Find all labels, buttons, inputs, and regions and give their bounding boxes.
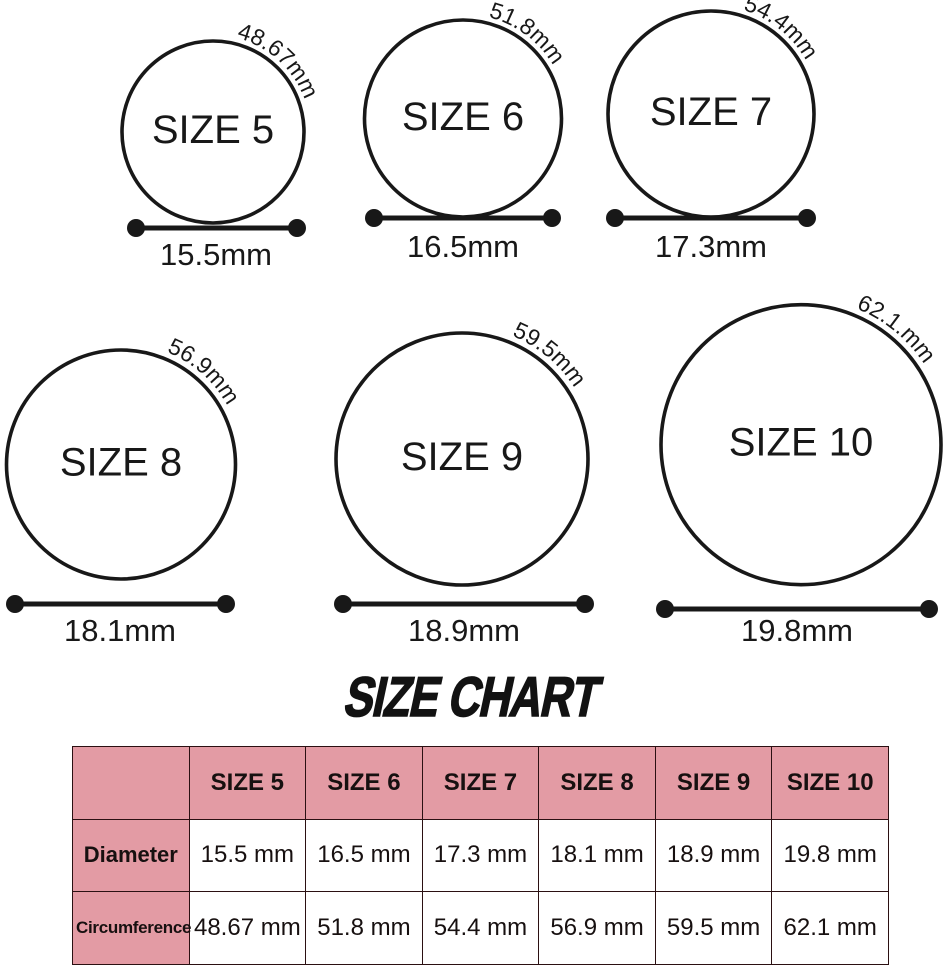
svg-text:18.9mm: 18.9mm bbox=[408, 613, 520, 648]
svg-text:SIZE 10: SIZE 10 bbox=[729, 421, 874, 465]
svg-text:SIZE 7: SIZE 7 bbox=[650, 90, 772, 134]
svg-text:17.3mm: 17.3mm bbox=[655, 229, 767, 264]
svg-text:SIZE 6: SIZE 6 bbox=[402, 95, 524, 139]
svg-text:SIZE 9: SIZE 9 bbox=[401, 435, 523, 479]
svg-text:SIZE 8: SIZE 8 bbox=[60, 441, 182, 485]
svg-text:16.5mm: 16.5mm bbox=[407, 229, 519, 264]
svg-text:SIZE 5: SIZE 5 bbox=[152, 108, 274, 152]
svg-text:18.1mm: 18.1mm bbox=[64, 613, 176, 648]
svg-text:15.5mm: 15.5mm bbox=[160, 237, 272, 272]
svg-text:19.8mm: 19.8mm bbox=[741, 613, 853, 648]
